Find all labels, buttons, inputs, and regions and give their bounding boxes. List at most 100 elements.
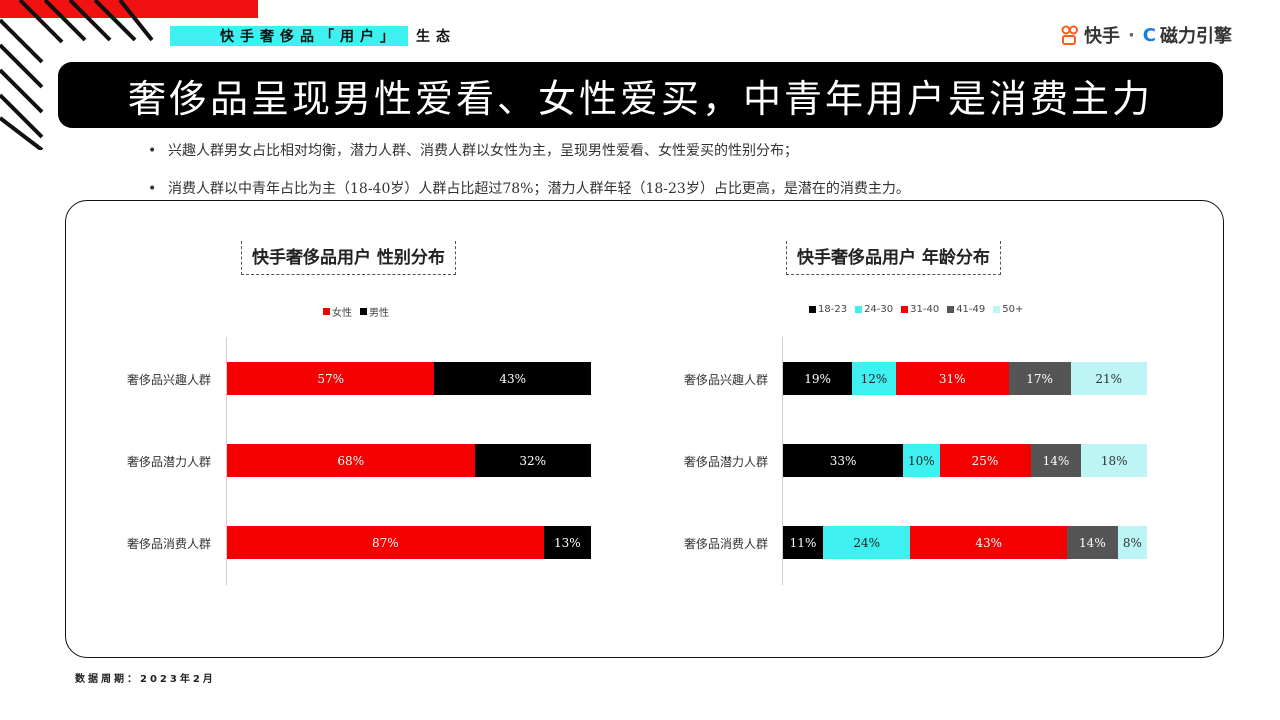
age-legend-swatch	[947, 306, 955, 313]
gender-data-label: 57%	[317, 371, 345, 386]
age-data-label: 31%	[938, 371, 966, 386]
age-legend-item: 50+	[993, 304, 1023, 315]
gender-category-label: 奢侈品兴趣人群	[126, 373, 211, 387]
age-data-label: 11%	[789, 535, 817, 550]
gender-legend-label: 男性	[369, 308, 389, 319]
age-data-label: 8%	[1122, 535, 1142, 550]
gender-data-label: 13%	[553, 535, 581, 550]
age-bar-segment: 17%	[1008, 362, 1071, 395]
gender-stacked-bar: 68% 32%	[227, 444, 591, 477]
cili-engine-logo-icon: C	[1142, 24, 1156, 46]
gender-data-label: 87%	[372, 535, 399, 550]
kuaishou-logo-icon	[1061, 25, 1078, 45]
age-stacked-bar: 19% 12% 31% 17% 21%	[783, 362, 1147, 395]
gender-bar-segment: 43%	[434, 362, 591, 395]
age-data-label: 17%	[1026, 371, 1053, 386]
age-bar-segment: 14%	[1030, 444, 1082, 477]
age-legend-label: 18-23	[818, 304, 848, 315]
age-category-label: 奢侈品潜力人群	[683, 455, 768, 469]
gender-data-label: 43%	[499, 371, 527, 386]
age-data-label: 21%	[1095, 371, 1123, 386]
summary-bullets: • 兴趣人群男女占比相对均衡，潜力人群、消费人群以女性为主，呈现男性爱看、女性爱买…	[148, 140, 910, 216]
bullet-item: • 消费人群以中青年占比为主（18-40岁）人群占比超过78%；潜力人群年轻（18…	[148, 178, 910, 216]
age-chart-legend: 18-23 24-30 31-40 41-49 50+	[809, 304, 1023, 315]
gender-category-label: 奢侈品消费人群	[126, 537, 211, 551]
age-legend-swatch	[901, 306, 909, 313]
diagonal-stripes-decoration	[0, 0, 154, 150]
age-data-label: 10%	[907, 453, 935, 468]
age-data-label: 14%	[1079, 535, 1106, 550]
age-chart-title: 快手奢侈品用户 年龄分布	[786, 241, 1001, 275]
age-legend-swatch	[855, 306, 863, 313]
age-bar-segment: 43%	[910, 526, 1067, 559]
age-data-label: 43%	[975, 535, 1002, 550]
gender-bar-segment: 13%	[543, 526, 591, 559]
gender-bar-segment: 57%	[227, 362, 435, 395]
age-bar-segment: 33%	[783, 444, 904, 477]
age-data-label: 19%	[804, 371, 831, 386]
gender-data-label: 68%	[337, 453, 365, 468]
bullet-dot-icon: •	[148, 181, 157, 197]
age-stacked-bar: 11% 24% 43% 14% 8%	[783, 526, 1147, 559]
age-legend-item: 24-30	[855, 304, 893, 315]
gender-legend-item: 女性	[323, 304, 352, 319]
age-data-label: 25%	[971, 453, 999, 468]
age-bar-segment: 25%	[939, 444, 1031, 477]
age-data-label: 33%	[829, 453, 857, 468]
section-tag-highlight-text: 快手奢侈品「用户」	[220, 29, 400, 45]
age-bar-segment: 21%	[1070, 362, 1147, 395]
age-category-label: 奢侈品消费人群	[683, 537, 768, 551]
data-period: 数据周期：2023年2月	[75, 674, 216, 685]
age-legend-swatch	[993, 306, 1001, 313]
section-tag: 快手奢侈品「用户」 生态	[170, 26, 456, 46]
age-bar-segment: 19%	[783, 362, 853, 395]
logo-separator: ·	[1127, 24, 1135, 46]
gender-chart-title: 快手奢侈品用户 性别分布	[241, 241, 456, 275]
age-bar-segment: 14%	[1066, 526, 1118, 559]
age-bar-segment: 12%	[852, 362, 896, 395]
section-tag-highlight: 快手奢侈品「用户」	[170, 26, 408, 46]
age-legend-swatch	[809, 306, 816, 313]
age-bar-segment: 31%	[895, 362, 1009, 395]
age-legend-item: 31-40	[901, 304, 939, 315]
logo-partner-text: 磁力引擎	[1160, 26, 1232, 47]
gender-chart-axis	[226, 337, 227, 585]
bullet-item: • 兴趣人群男女占比相对均衡，潜力人群、消费人群以女性为主，呈现男性爱看、女性爱买…	[148, 140, 910, 178]
age-bar-segment: 10%	[903, 444, 940, 477]
page-title: 奢侈品呈现男性爱看、女性爱买，中青年用户是消费主力	[127, 76, 1153, 121]
bullet-text: 兴趣人群男女占比相对均衡，潜力人群、消费人群以女性为主，呈现男性爱看、女性爱买的…	[168, 143, 798, 159]
gender-chart-legend: 女性 男性	[323, 304, 389, 319]
age-legend-label: 50+	[1002, 304, 1024, 315]
age-bar-segment: 24%	[823, 526, 911, 559]
gender-category-label: 奢侈品潜力人群	[126, 455, 211, 469]
age-legend-label: 41-49	[956, 304, 986, 315]
brand-logo: 快手 · C 磁力引擎	[1060, 22, 1232, 48]
gender-bar-segment: 87%	[227, 526, 544, 559]
age-category-label: 奢侈品兴趣人群	[683, 373, 768, 387]
gender-legend-swatch	[360, 308, 367, 315]
bullet-text: 消费人群以中青年占比为主（18-40岁）人群占比超过78%；潜力人群年轻（18-…	[168, 181, 910, 197]
age-bar-segment: 11%	[783, 526, 824, 559]
gender-legend-swatch	[323, 308, 330, 315]
age-data-label: 18%	[1100, 453, 1128, 468]
age-stacked-bar: 33% 10% 25% 14% 18%	[783, 444, 1147, 477]
gender-bar-segment: 32%	[474, 444, 591, 477]
gender-legend-label: 女性	[332, 308, 352, 319]
age-chart-axis	[782, 337, 783, 585]
age-legend-label: 31-40	[910, 304, 940, 315]
age-data-label: 12%	[860, 371, 888, 386]
gender-data-label: 32%	[519, 453, 547, 468]
gender-legend-item: 男性	[360, 304, 389, 319]
age-data-label: 14%	[1042, 453, 1070, 468]
gender-stacked-bar: 57% 43%	[227, 362, 591, 395]
age-legend-item: 18-23	[809, 304, 847, 315]
age-bar-segment: 8%	[1117, 526, 1147, 559]
charts-panel: 快手奢侈品用户 性别分布 女性 男性 奢侈品兴趣人群 57% 43% 奢侈品潜力人群 68…	[65, 200, 1224, 658]
bullet-dot-icon: •	[148, 143, 157, 159]
age-bar-segment: 18%	[1081, 444, 1147, 477]
logo-brand-text: 快手	[1083, 26, 1120, 47]
gender-stacked-bar: 87% 13%	[227, 526, 591, 559]
section-tag-rest-text: 生态	[416, 29, 456, 45]
title-banner: 奢侈品呈现男性爱看、女性爱买，中青年用户是消费主力	[58, 62, 1223, 128]
age-data-label: 24%	[853, 535, 881, 550]
